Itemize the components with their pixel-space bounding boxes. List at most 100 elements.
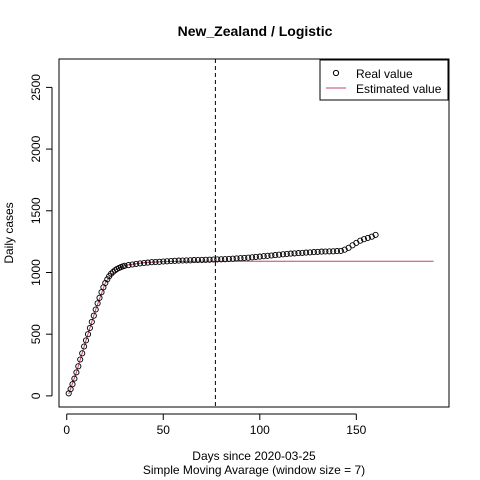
real-value-point: [233, 255, 240, 262]
real-value-point: [299, 249, 306, 256]
real-value-point: [333, 248, 341, 255]
plot-area: [58, 58, 450, 408]
y-tick-label: 2000: [29, 135, 43, 162]
real-value-point: [241, 254, 248, 261]
chart-title: New_Zealand / Logistic: [178, 23, 333, 39]
real-value-point: [210, 256, 217, 263]
legend-label-real-value: Real value: [356, 67, 413, 81]
real-value-point: [75, 363, 82, 370]
real-value-point: [330, 248, 337, 255]
estimated-value-line: [68, 260, 434, 395]
real-value-point: [326, 248, 333, 255]
real-value-point: [202, 256, 209, 263]
real-value-point: [81, 343, 88, 350]
x-tick-label: 150: [346, 423, 366, 437]
real-value-point: [372, 231, 379, 238]
real-value-point: [291, 250, 298, 257]
real-value-point: [218, 256, 225, 263]
real-value-point: [137, 260, 144, 267]
y-tick-label: 0: [29, 392, 43, 399]
x-axis: 0 50 100 150: [63, 413, 367, 437]
real-value-point: [349, 242, 356, 249]
real-value-point: [108, 270, 115, 277]
real-value-point: [121, 262, 128, 269]
real-value-point: [156, 258, 163, 265]
real-value-point: [221, 256, 229, 263]
real-value-point: [295, 250, 302, 257]
real-value-point: [260, 253, 267, 260]
real-value-point: [90, 312, 97, 319]
real-value-point: [104, 276, 111, 283]
real-value-point: [314, 248, 321, 255]
real-value-point: [214, 256, 221, 263]
real-value-point: [194, 256, 202, 264]
real-value-point: [198, 256, 205, 263]
real-value-point: [73, 369, 80, 376]
real-value-point: [318, 248, 325, 255]
real-value-point: [144, 259, 151, 266]
real-value-point: [306, 249, 314, 256]
y-tick-label: 500: [29, 324, 43, 344]
real-value-point: [164, 258, 171, 265]
real-value-point: [183, 257, 190, 264]
real-value-point: [148, 259, 155, 266]
x-axis-sublabel: Simple Moving Avarage (window size = 7): [143, 463, 365, 477]
real-value-point: [364, 234, 371, 241]
real-value-point: [129, 261, 136, 268]
real-value-point: [337, 247, 344, 254]
real-value-point: [287, 250, 294, 257]
real-value-point: [82, 337, 90, 344]
real-value-point: [133, 260, 140, 267]
real-value-point: [152, 258, 159, 266]
x-tick-label: 50: [157, 423, 171, 437]
real-value-point: [237, 255, 244, 262]
real-value-point: [69, 381, 76, 388]
real-value-point: [360, 236, 368, 243]
real-value-point: [140, 259, 148, 267]
legend-box: [319, 59, 449, 101]
real-value-point: [160, 258, 167, 265]
real-value-point: [92, 306, 99, 313]
real-value-point: [88, 318, 95, 325]
y-axis: 0 500 1000 1500 2000 2500: [29, 74, 53, 399]
real-value-point: [187, 257, 194, 264]
real-value-point: [283, 250, 290, 258]
real-value-point: [279, 251, 287, 258]
real-value-point: [256, 253, 263, 260]
real-value-point: [229, 255, 236, 262]
real-value-point: [272, 252, 279, 259]
y-axis-label: Daily cases: [2, 202, 16, 263]
real-value-point: [110, 268, 117, 275]
real-value-point: [368, 233, 375, 240]
x-axis-label: Days since 2020-03-25: [192, 449, 316, 463]
real-value-point: [245, 254, 252, 261]
real-value-point: [179, 257, 186, 264]
real-value-point: [77, 356, 84, 363]
plot-frame: [58, 58, 450, 408]
real-value-point: [79, 350, 86, 357]
x-tick-label: 0: [63, 423, 70, 437]
real-value-point: [71, 375, 78, 382]
real-value-point: [268, 252, 275, 259]
real-value-point: [252, 253, 259, 260]
y-tick-label: 1500: [29, 197, 43, 224]
y-tick-label: 1000: [29, 259, 43, 286]
real-value-point: [276, 251, 283, 258]
x-tick-label: 100: [250, 423, 270, 437]
real-value-point: [191, 257, 198, 264]
real-value-point: [357, 237, 364, 244]
real-value-point: [86, 324, 93, 332]
legend-label-estimated-value: Estimated value: [356, 82, 442, 96]
real-value-point: [303, 249, 310, 256]
legend: Real value Estimated value: [319, 59, 449, 101]
real-value-point: [125, 262, 132, 269]
real-value-point: [249, 254, 256, 261]
data-layer: [65, 59, 434, 407]
real-value-point: [167, 257, 175, 265]
real-value-point: [175, 257, 182, 264]
real-value-point: [96, 294, 103, 301]
real-value-point: [171, 257, 178, 264]
y-tick-label: 2500: [29, 74, 43, 101]
real-value-point: [264, 252, 271, 259]
